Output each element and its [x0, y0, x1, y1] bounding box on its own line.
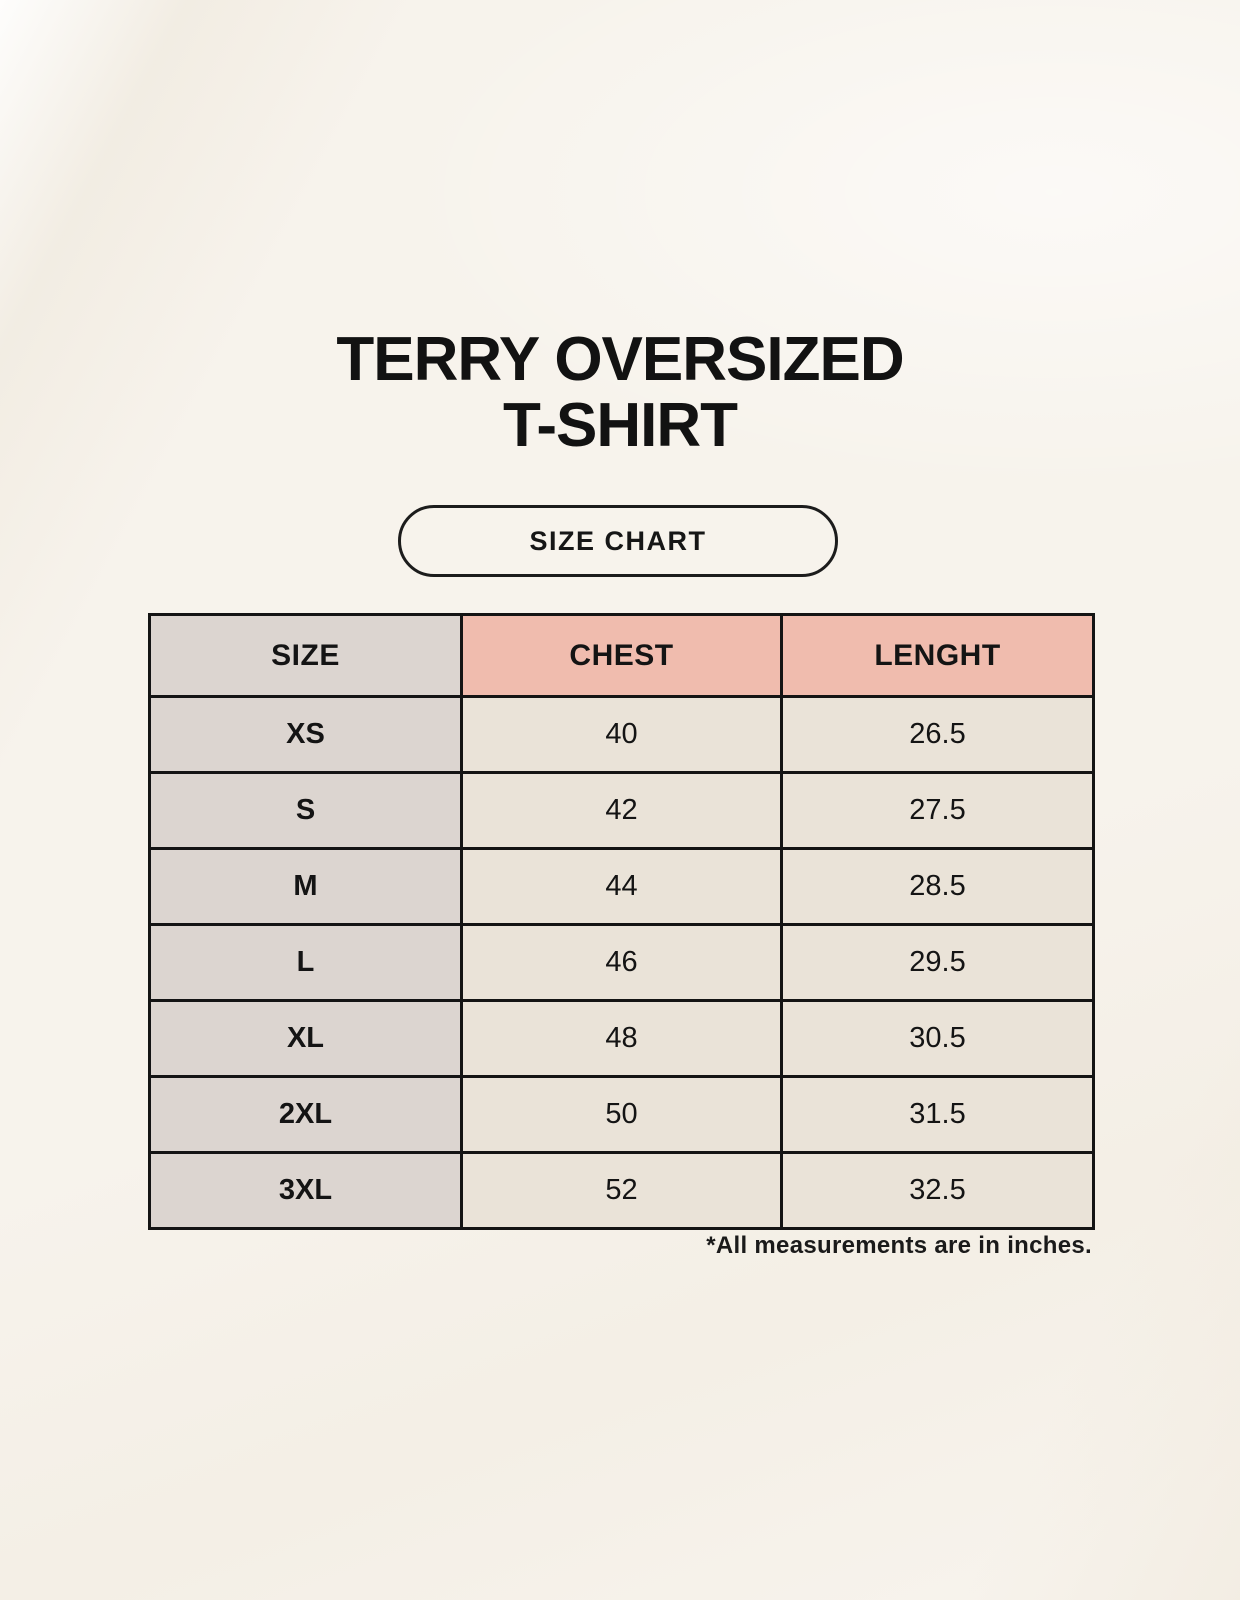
lenght-value: 29.5 [780, 923, 1095, 1002]
page-title: TERRY OVERSIZED T-SHIRT [0, 327, 1240, 459]
title-line-2: T-SHIRT [502, 391, 738, 460]
size-label: L [148, 923, 463, 1002]
lenght-value: 31.5 [780, 1075, 1095, 1154]
table-row-s: S 42 27.5 [148, 771, 1095, 850]
lenght-value: 30.5 [780, 999, 1095, 1078]
lenght-value: 28.5 [780, 847, 1095, 926]
table-row-l: L 46 29.5 [148, 923, 1095, 1002]
size-label: 2XL [148, 1075, 463, 1154]
table-header-row: SIZE CHEST LENGHT [148, 613, 1095, 698]
table-row-3xl: 3XL 52 32.5 [148, 1151, 1095, 1230]
measurements-note: *All measurements are in inches. [706, 1232, 1092, 1259]
table-row-xs: XS 40 26.5 [148, 695, 1095, 774]
chest-value: 52 [460, 1151, 783, 1230]
size-label: M [148, 847, 463, 926]
chest-value: 42 [460, 771, 783, 850]
size-label: XL [148, 999, 463, 1078]
chest-value: 40 [460, 695, 783, 774]
chest-value: 44 [460, 847, 783, 926]
size-label: 3XL [148, 1151, 463, 1230]
title-line-1: TERRY OVERSIZED [336, 325, 904, 394]
chest-value: 50 [460, 1075, 783, 1154]
column-header-size: SIZE [148, 613, 463, 698]
chest-value: 48 [460, 999, 783, 1078]
chest-value: 46 [460, 923, 783, 1002]
lenght-value: 27.5 [780, 771, 1095, 850]
size-table: SIZE CHEST LENGHT XS 40 26.5 S 42 27.5 M… [148, 613, 1095, 1230]
lenght-value: 26.5 [780, 695, 1095, 774]
size-label: XS [148, 695, 463, 774]
table-row-xl: XL 48 30.5 [148, 999, 1095, 1078]
lenght-value: 32.5 [780, 1151, 1095, 1230]
table-row-m: M 44 28.5 [148, 847, 1095, 926]
table-row-2xl: 2XL 50 31.5 [148, 1075, 1095, 1154]
size-chart-button[interactable]: SIZE CHART [398, 505, 838, 577]
size-chart-button-label: SIZE CHART [529, 525, 707, 556]
column-header-lenght: LENGHT [780, 613, 1095, 698]
size-label: S [148, 771, 463, 850]
column-header-chest: CHEST [460, 613, 783, 698]
